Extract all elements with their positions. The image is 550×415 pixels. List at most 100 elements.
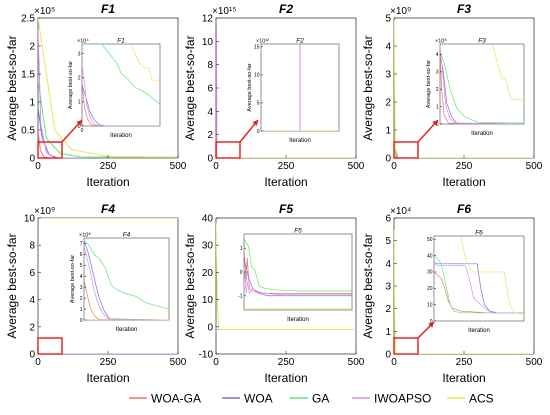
inset-title: F6 <box>475 230 483 237</box>
series-group <box>394 229 534 354</box>
x-tick-label: 250 <box>278 357 295 368</box>
x-axis-label: Iteration <box>442 371 485 385</box>
inset-series-line-ga <box>440 50 524 124</box>
inset-series-line-iwoapso <box>84 245 169 320</box>
y-tick-label: 2 <box>29 322 35 333</box>
inset-y-axis-label: Average best-so-far <box>247 63 253 111</box>
y-tick-label: 6 <box>385 214 391 225</box>
y-axis-label: Average best-so-far <box>5 35 19 140</box>
subplot-title: F3 <box>457 2 471 16</box>
inset-series-line-iwoapso <box>434 263 524 314</box>
series-line-acs <box>394 229 534 354</box>
y-tick-label: 6 <box>29 268 35 279</box>
inset-series-line-woa-ga <box>434 271 524 314</box>
legend-item-woa: WOA <box>222 392 273 406</box>
inset-y-tick-label: 4 <box>80 274 83 280</box>
y-tick-label: 0.5 <box>21 126 35 137</box>
x-tick-label: 500 <box>348 357 365 368</box>
legend-item-ga: GA <box>290 392 329 406</box>
y-exponent: ×10⁹ <box>34 206 55 217</box>
inset-y-tick-label: 5 <box>80 263 83 269</box>
inset-title: F4 <box>123 232 131 239</box>
inset-exponent: ×10⁸ <box>435 38 447 45</box>
series-line-acs <box>38 18 178 158</box>
zoom-region-box <box>215 141 241 159</box>
y-tick-label: 0 <box>385 350 391 361</box>
inset-series-group <box>84 239 169 320</box>
x-axis-label: Iteration <box>86 175 129 189</box>
inset-title: F5 <box>294 228 302 235</box>
inset-x-axis-label: Iteration <box>110 133 132 139</box>
inset-y-tick-label: 7 <box>80 241 83 247</box>
inset-series-line-acs <box>460 236 524 315</box>
inset-y-tick-label: 0 <box>430 319 433 325</box>
inset-y-tick-label: 50 <box>427 237 433 243</box>
inset-x-axis-label: Iteration <box>116 327 138 333</box>
x-tick-label: 0 <box>35 357 41 368</box>
legend-item-acs: ACS <box>447 392 494 406</box>
inset-plot-frame <box>433 235 525 322</box>
inset-y-tick-label: 2 <box>436 87 439 93</box>
y-tick-label: 2 <box>29 42 35 53</box>
x-tick-label: 500 <box>348 161 365 172</box>
y-exponent: ×10⁵ <box>34 6 55 17</box>
x-axis-label: Iteration <box>264 175 307 189</box>
zoom-arrow-head <box>428 322 434 328</box>
inset-y-tick-label: 0 <box>240 270 243 276</box>
inset-y-tick-label: 3 <box>436 70 439 76</box>
y-tick-label: 0 <box>207 322 213 333</box>
series-group <box>38 18 178 158</box>
y-tick-label: 4 <box>385 259 391 270</box>
x-tick-label: 0 <box>213 161 219 172</box>
y-tick-label: 40 <box>202 214 214 225</box>
inset-y-tick-label: 40 <box>427 253 433 259</box>
inset-y-tick-label: 3 <box>78 51 81 57</box>
inset-y-axis-label: Average best-so-far <box>70 255 76 303</box>
legend-label: IWOAPSO <box>374 392 431 406</box>
legend-item-woa-ga: WOA-GA <box>129 392 201 406</box>
inset-y-tick-label: 1 <box>80 307 83 313</box>
inset-series-line-iwoapso <box>82 63 160 126</box>
inset-series-line-ga <box>244 238 352 292</box>
inset-series-line-acs <box>130 44 160 81</box>
inset-y-tick-label: 0 <box>80 318 83 324</box>
y-tick-label: 6 <box>207 84 213 95</box>
inset-y-tick-label: 15 <box>254 45 260 51</box>
inset-y-tick-label: 3 <box>80 285 83 291</box>
y-tick-label: 0 <box>29 350 35 361</box>
y-tick-label: 12 <box>202 14 214 25</box>
subplot-title: F6 <box>457 202 471 216</box>
inset-y-tick-label: 0 <box>436 122 439 128</box>
inset-series-line-woa <box>434 261 524 314</box>
subplot-title: F5 <box>279 202 293 216</box>
x-tick-label: 250 <box>456 357 473 368</box>
inset-series-line-ga <box>84 239 169 310</box>
y-axis-label: Average best-so-far <box>183 35 197 140</box>
inset-y-tick-label: 20 <box>427 286 433 292</box>
legend: WOA-GA WOA GA IWOAPSO ACS <box>129 392 494 406</box>
inset-y-tick-label: 0 <box>78 124 81 130</box>
series-line-woa-ga <box>38 129 178 158</box>
inset-x-axis-label: Iteration <box>471 131 493 137</box>
inset-y-tick-label: 0 <box>257 129 260 135</box>
x-tick-label: 250 <box>278 161 295 172</box>
inset-title: F1 <box>117 38 125 45</box>
zoom-region-box <box>393 337 419 355</box>
inset-y-tick-label: -1 <box>238 294 243 300</box>
inset-f6: 0 10 20 30 40 50 F6 Iteration <box>427 230 525 334</box>
inset-series-line-ga <box>434 255 524 314</box>
y-tick-label: 8 <box>207 60 213 71</box>
y-tick-label: 20 <box>202 268 214 279</box>
series-line-acs <box>216 223 356 331</box>
series-line-iwoapso <box>216 24 356 158</box>
y-tick-label: 4 <box>207 107 213 118</box>
y-tick-label: 2.5 <box>21 14 35 25</box>
inset-plot-frame <box>81 43 161 127</box>
inset-f1: 0 1 2 3 0 F1 ×10⁴ Iteration Average best-so-far <box>68 38 161 139</box>
zoom-region-box <box>37 337 63 355</box>
inset-f4: 0 1 2 3 4 5 6 7 F4 ×10⁸ Iteration Average best-so-f… <box>70 232 170 333</box>
zoom-arrow-head <box>432 120 438 126</box>
